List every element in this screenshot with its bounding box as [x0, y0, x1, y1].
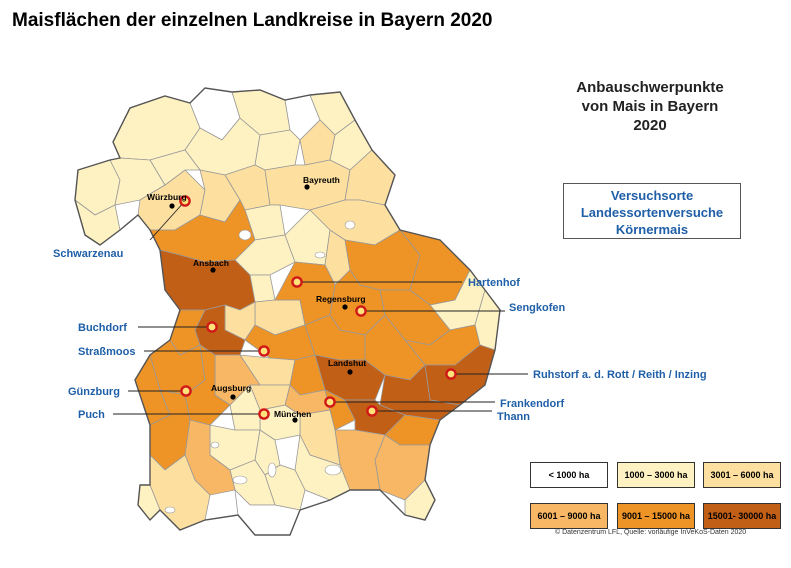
city-label-3: Regensburg [316, 294, 366, 304]
lk-schweinfurt [149, 149, 201, 186]
city-label-0: Würzburg [147, 192, 187, 202]
city-label-6: München [274, 409, 311, 419]
state-outline [74, 87, 501, 536]
district-regions [74, 87, 501, 536]
city-dot-5 [230, 394, 236, 400]
site-label-7: Frankendorf [500, 398, 565, 410]
subtitle-line-2: von Mais in Bayern [581, 98, 719, 115]
site-marker-4 [258, 345, 270, 357]
legend-item-1000-3000: 1000 – 3000 ha [617, 462, 695, 488]
bavaria-border [74, 87, 501, 536]
infobox-line-3: Körnermais [615, 222, 689, 237]
lake-7 [164, 506, 176, 514]
infobox-line-1: Versuchsorte [610, 188, 694, 203]
city-dot-2 [210, 267, 216, 273]
city-dot-4 [347, 369, 353, 375]
lake-6 [314, 251, 326, 259]
city-dot-0 [169, 203, 175, 209]
site-leader-lines [113, 200, 528, 415]
site-label-3: Buchdorf [78, 322, 127, 334]
site-marker-3 [206, 321, 218, 333]
site-label-6: Günzburg [68, 386, 120, 398]
site-label-9: Thann [497, 411, 530, 423]
lk-lichtenfels [254, 129, 301, 171]
city-label-5: Augsburg [211, 383, 251, 393]
copyright-note: © Datenzentrum LFL, Quelle: vorläufige I… [555, 529, 747, 536]
site-marker-7 [324, 396, 336, 408]
site-label-2: Sengkofen [509, 302, 566, 314]
city-dot-1 [304, 184, 310, 190]
site-markers [179, 195, 457, 420]
site-marker-8 [258, 408, 270, 420]
lake-5 [238, 229, 252, 241]
city-label-2: Ansbach [193, 258, 229, 268]
city-dot-3 [342, 304, 348, 310]
city-dot-6 [292, 417, 298, 423]
city-label-4: Landshut [328, 358, 366, 368]
city-label-1: Bayreuth [303, 175, 340, 185]
infobox-line-2: Landessortenversuche [580, 205, 724, 220]
trial-sites-box: Versuchsorte Landessortenversuche Körner… [563, 183, 741, 239]
site-marker-2 [355, 305, 367, 317]
legend-item-15001-30000: 15001- 30000 ha [703, 503, 781, 529]
site-marker-5 [445, 368, 457, 380]
lake-0 [232, 475, 248, 485]
lake-3 [210, 441, 220, 449]
map-subtitle: Anbauschwerpunkte von Mais in Bayern 202… [560, 78, 740, 135]
leader-line-0 [149, 200, 186, 241]
legend-item-9001-15000: 9001 – 15000 ha [617, 503, 695, 529]
subtitle-line-1: Anbauschwerpunkte [576, 79, 724, 96]
site-marker-1 [291, 276, 303, 288]
site-marker-6 [180, 385, 192, 397]
subtitle-line-3: 2020 [633, 117, 667, 134]
site-marker-0 [179, 195, 191, 207]
legend-item-3001-6000: 3001 – 6000 ha [703, 462, 781, 488]
legend-item-lt-1000: < 1000 ha [530, 462, 608, 488]
site-labels: Schwarzenau Hartenhof Sengkofen Buchdorf Str… [53, 248, 707, 423]
site-label-4: Straßmoos [78, 346, 135, 358]
site-label-5: Ruhstorf a. d. Rott / Reith / Inzing [533, 369, 707, 381]
lakes [164, 220, 356, 514]
lake-2 [324, 464, 342, 476]
city-markers [169, 184, 353, 423]
site-label-1: Hartenhof [468, 277, 520, 289]
page-title: Maisflächen der einzelnen Landkreise in … [12, 10, 493, 31]
site-label-8: Puch [78, 409, 105, 421]
city-labels: Würzburg Bayreuth Ansbach Regensburg Landshu… [147, 175, 366, 419]
site-label-0: Schwarzenau [53, 248, 123, 260]
site-marker-9 [366, 405, 378, 417]
lake-1 [267, 462, 277, 478]
lake-4 [344, 220, 356, 230]
legend-item-6001-9000: 6001 – 9000 ha [530, 503, 608, 529]
